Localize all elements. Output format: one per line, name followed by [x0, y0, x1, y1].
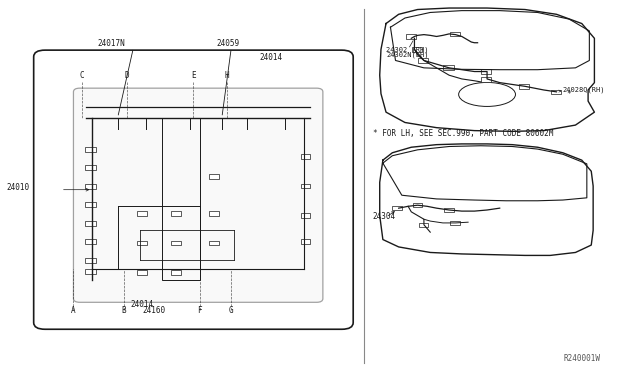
- Text: 24014: 24014: [260, 54, 283, 62]
- Bar: [136, 270, 147, 275]
- Bar: [209, 174, 220, 179]
- Text: 24017N: 24017N: [97, 39, 125, 48]
- Bar: [481, 69, 492, 74]
- Text: F: F: [197, 307, 202, 315]
- Bar: [209, 211, 220, 215]
- Text: 24302 (RH): 24302 (RH): [386, 47, 429, 54]
- Text: * FOR LH, SEE SEC.99Θ, PART CODE 80602M: * FOR LH, SEE SEC.99Θ, PART CODE 80602M: [373, 129, 554, 138]
- Text: 24059: 24059: [216, 39, 240, 48]
- Bar: [451, 221, 460, 225]
- Text: A: A: [71, 307, 76, 315]
- Bar: [162, 118, 200, 280]
- Bar: [85, 147, 96, 152]
- Text: 24160: 24160: [143, 307, 166, 315]
- Bar: [209, 241, 220, 245]
- Text: E: E: [191, 71, 196, 80]
- Bar: [301, 239, 310, 244]
- Bar: [172, 241, 181, 245]
- Bar: [481, 77, 492, 81]
- Bar: [450, 32, 460, 36]
- Bar: [85, 239, 96, 244]
- Text: B: B: [122, 307, 126, 315]
- Text: 24028Q(RH): 24028Q(RH): [563, 87, 605, 93]
- Bar: [172, 270, 181, 275]
- Bar: [85, 202, 96, 208]
- Text: G: G: [229, 307, 234, 315]
- Text: R240001W: R240001W: [563, 355, 600, 363]
- Text: 24014: 24014: [131, 300, 154, 309]
- Bar: [136, 241, 147, 245]
- Bar: [406, 34, 416, 39]
- Text: 24010: 24010: [6, 183, 29, 192]
- Bar: [551, 90, 561, 94]
- Bar: [85, 269, 96, 274]
- Bar: [444, 65, 454, 70]
- Bar: [301, 184, 310, 188]
- Bar: [413, 203, 422, 208]
- FancyBboxPatch shape: [74, 88, 323, 302]
- Bar: [412, 47, 422, 52]
- Text: *: *: [566, 90, 571, 99]
- Bar: [172, 211, 181, 215]
- Bar: [444, 208, 454, 212]
- Bar: [301, 154, 310, 159]
- Text: D: D: [125, 71, 129, 80]
- Text: H: H: [225, 71, 229, 80]
- Bar: [392, 206, 402, 211]
- Bar: [419, 223, 428, 227]
- Text: 24304: 24304: [372, 212, 396, 221]
- Bar: [85, 258, 96, 263]
- Bar: [418, 58, 428, 63]
- Text: 24302N(LH): 24302N(LH): [386, 52, 429, 58]
- Bar: [136, 211, 147, 215]
- Bar: [519, 84, 529, 89]
- Bar: [85, 184, 96, 189]
- Bar: [301, 213, 310, 218]
- Bar: [85, 221, 96, 226]
- Bar: [85, 165, 96, 170]
- Text: C: C: [79, 71, 84, 80]
